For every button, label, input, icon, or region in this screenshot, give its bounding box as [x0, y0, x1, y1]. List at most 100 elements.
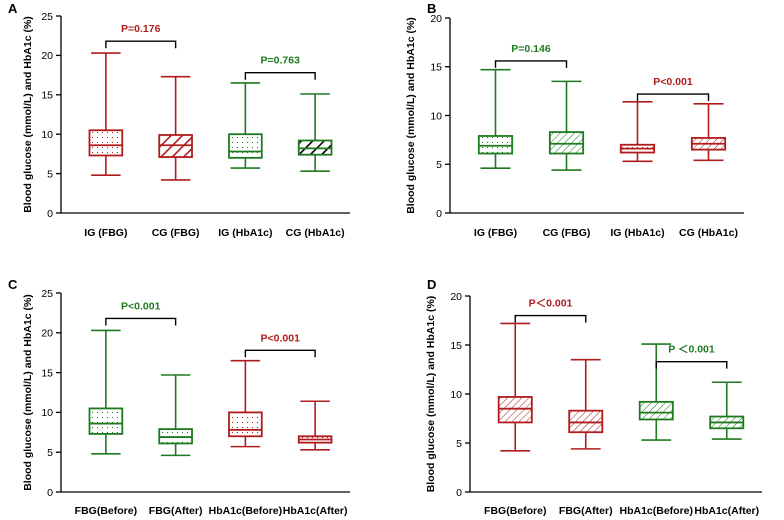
y-tick-label: 0	[436, 208, 442, 220]
box-4	[297, 400, 333, 451]
y-tick-label: 5	[47, 447, 53, 459]
comparison-bracket: P ＜0.001	[655, 344, 728, 369]
bracket-line	[244, 72, 316, 80]
bracket-line	[494, 60, 568, 68]
category-label: HbA1c(After)	[694, 505, 759, 517]
category-label: CG (HbA1c)	[679, 227, 738, 239]
p-value-label: P<0.001	[121, 300, 161, 312]
comparison-bracket: P<0.001	[244, 332, 316, 358]
y-tick-label: 0	[456, 487, 462, 499]
y-tick-label: 15	[41, 90, 53, 102]
y-axis-label: Blood glucose (mmol/L) and HbA1c (%)	[22, 16, 34, 213]
box-3	[638, 343, 674, 441]
box-2	[568, 358, 604, 450]
category-label: FBG(Before)	[75, 505, 137, 517]
panel-letter: B	[427, 1, 436, 16]
y-tick-label: 20	[41, 50, 53, 62]
category-label: HbA1c(Before)	[619, 505, 693, 517]
bracket-line	[105, 317, 177, 326]
comparison-bracket: P=0.763	[244, 55, 316, 80]
box-3	[619, 101, 656, 163]
category-label: IG (HbA1c)	[218, 227, 272, 239]
comparison-bracket: P<0.001	[636, 76, 710, 102]
y-tick-label: 20	[430, 13, 442, 25]
box-iqr	[88, 129, 124, 157]
y-tick-label: 15	[450, 340, 462, 352]
box-2	[158, 75, 193, 181]
bracket-line	[514, 314, 587, 323]
category-label: IG (FBG)	[474, 227, 517, 239]
y-tick-label: 10	[41, 407, 53, 419]
box-2	[158, 374, 193, 457]
category-label: CG (FBG)	[543, 227, 591, 239]
box-3	[228, 82, 263, 169]
box-4	[690, 103, 727, 162]
p-value-label: P=0.146	[511, 43, 551, 55]
y-axis-label: Blood glucose (mmol/L) and HbA1c (%)	[405, 17, 417, 214]
panel-d: D Blood glucose (mmol/L) and HbA1c (%) 0 5 1…	[425, 277, 762, 517]
category-label: FBG(After)	[149, 505, 203, 517]
category-label: IG (HbA1c)	[610, 227, 664, 239]
box-1	[88, 52, 124, 176]
box-1	[88, 329, 124, 455]
box-iqr	[548, 131, 585, 155]
y-tick-label: 15	[41, 367, 53, 379]
y-tick-label: 10	[430, 110, 442, 122]
y-axis-label: Blood glucose (mmol/L) and HbA1c (%)	[22, 294, 34, 491]
y-axis-label: Blood glucose (mmol/L) and HbA1c (%)	[425, 296, 437, 493]
box-iqr	[638, 400, 674, 421]
box-2	[548, 80, 585, 171]
p-value-label: P＜0.001	[529, 298, 573, 310]
box-1	[497, 322, 533, 452]
y-tick-label: 15	[430, 62, 442, 74]
y-tick-label: 25	[41, 11, 53, 23]
panel-letter: D	[427, 277, 436, 292]
box-4	[709, 381, 745, 440]
panel-b: B Blood glucose (mmol/L) and HbA1c (%) 0 5 1…	[405, 1, 744, 239]
panel-letter: C	[8, 277, 18, 292]
panel-a: A Blood glucose (mmol/L) and HbA1c (%) 0 5 1…	[8, 1, 350, 239]
box-3	[228, 359, 263, 448]
category-label: CG (HbA1c)	[286, 227, 345, 239]
comparison-bracket: P<0.001	[105, 300, 177, 326]
box-4	[297, 93, 333, 173]
p-value-label: P ＜0.001	[668, 344, 715, 356]
y-tick-label: 5	[47, 168, 53, 180]
y-tick-label: 0	[47, 487, 53, 499]
p-value-label: P<0.001	[261, 332, 301, 344]
p-value-label: P=0.176	[121, 23, 161, 35]
box-iqr	[568, 409, 604, 434]
category-label: HbA1c(Before)	[209, 505, 283, 517]
category-label: FBG(Before)	[484, 505, 546, 517]
box-iqr	[228, 411, 263, 438]
y-tick-label: 5	[456, 438, 462, 450]
category-label: CG (FBG)	[152, 227, 200, 239]
panel-c: C Blood glucose (mmol/L) and HbA1c (%) 0 5 1…	[8, 277, 350, 517]
y-tick-label: 20	[41, 328, 53, 340]
category-label: IG (FBG)	[84, 227, 127, 239]
bracket-line	[636, 93, 710, 102]
panel-letter: A	[8, 1, 18, 16]
y-tick-label: 0	[47, 208, 53, 220]
p-value-label: P=0.763	[261, 55, 301, 67]
comparison-bracket: P=0.146	[494, 43, 568, 68]
box-1	[477, 68, 514, 169]
box-iqr	[497, 396, 533, 424]
box-iqr	[228, 133, 263, 159]
box-iqr	[477, 135, 514, 155]
bracket-line	[655, 360, 728, 369]
y-tick-label: 25	[41, 288, 53, 300]
category-label: HbA1c(After)	[283, 505, 348, 517]
y-tick-label: 10	[41, 129, 53, 141]
category-label: FBG(After)	[559, 505, 613, 517]
box-iqr	[88, 407, 124, 435]
bracket-line	[244, 349, 316, 358]
p-value-label: P<0.001	[653, 76, 693, 88]
y-tick-label: 10	[450, 389, 462, 401]
comparison-bracket: P=0.176	[105, 23, 177, 49]
bracket-line	[105, 40, 177, 49]
y-tick-label: 20	[450, 291, 462, 303]
y-tick-label: 5	[436, 159, 442, 171]
comparison-bracket: P＜0.001	[514, 298, 587, 323]
